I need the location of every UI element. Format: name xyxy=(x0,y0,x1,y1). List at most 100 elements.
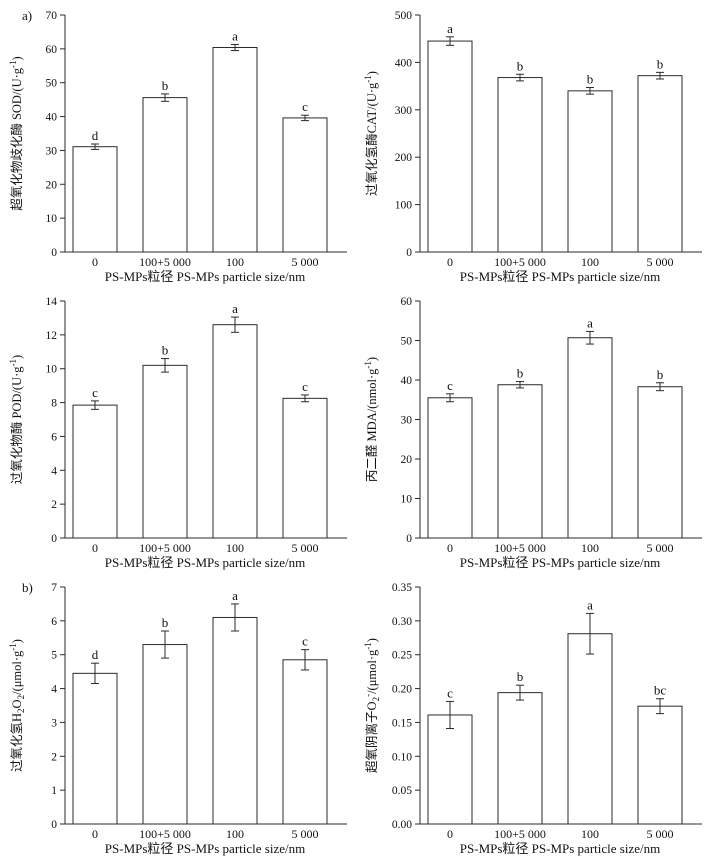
y-tick-label: 8 xyxy=(51,398,57,410)
y-tick-label: 0.25 xyxy=(392,650,412,662)
sig-letter: bc xyxy=(654,683,667,698)
sig-letter: b xyxy=(657,56,664,71)
x-tick-label: 100 xyxy=(226,541,244,555)
x-tick-label: 100 xyxy=(226,255,244,269)
y-tick-label: 400 xyxy=(395,57,413,69)
panel-label: a) xyxy=(22,8,32,23)
bar xyxy=(282,117,328,253)
x-tick-label: 0 xyxy=(447,541,453,555)
sig-letter: c xyxy=(447,685,453,700)
bar xyxy=(497,77,543,253)
sig-letter: b xyxy=(162,78,169,93)
y-tick-label: 10 xyxy=(401,494,413,506)
y-tick-label: 20 xyxy=(401,454,413,466)
bar xyxy=(72,672,118,825)
y-axis-title: 过氧化物酶 POD/(U·g-1) xyxy=(8,355,24,484)
y-axis-title: 超氧阴离子O2-/(μmol·g-1) xyxy=(363,638,381,773)
x-tick-label: 100 xyxy=(581,827,599,841)
y-tick-label: 0.20 xyxy=(392,684,412,696)
bar xyxy=(142,644,188,825)
y-tick-label: 10 xyxy=(46,364,58,376)
y-tick-label: 50 xyxy=(401,336,413,348)
sig-letter: d xyxy=(92,647,99,662)
x-tick-label: 0 xyxy=(92,827,98,841)
chart-svg: b) 0 1 2 3 4 5 6 7 d b a c 0 100+5 000 100 5 000PS-MPs粒径… xyxy=(8,580,347,856)
y-tick-label: 60 xyxy=(401,296,413,308)
x-tick-label: 100+5 000 xyxy=(139,541,191,555)
x-tick-label: 100+5 000 xyxy=(139,255,191,269)
y-tick-label: 3 xyxy=(51,717,57,729)
x-tick-label: 100 xyxy=(581,541,599,555)
y-tick-label: 0.00 xyxy=(392,819,412,831)
sig-letter: a xyxy=(232,301,238,316)
chart-mda: 0 10 20 30 40 50 60 c b a b 0 100+5 000 100 5 000 PS-MP… xyxy=(355,286,710,573)
chart-sod: a) 0 10 20 30 40 50 60 70 d b a c 0 100+5 000 100 5 000 P… xyxy=(0,0,355,287)
y-tick-label: 0.35 xyxy=(392,582,412,594)
bar xyxy=(637,75,683,253)
sig-letter: b xyxy=(162,343,169,358)
sig-letter: a xyxy=(232,28,238,43)
chart-svg: 0.00 0.05 0.10 0.15 0.20 0.25 0.30 0.35 c b a bc 0 10… xyxy=(363,582,702,856)
x-tick-label: 0 xyxy=(447,255,453,269)
y-tick-label: 40 xyxy=(401,375,413,387)
y-tick-label: 5 xyxy=(51,650,57,662)
sig-letter: a xyxy=(447,21,453,36)
x-axis-title: PS-MPs粒径 PS-MPs particle size/nm xyxy=(460,555,660,570)
bar xyxy=(637,705,683,825)
bar xyxy=(282,659,328,825)
sig-letter: c xyxy=(302,379,308,394)
chart-cat: 0 100 200 300 400 500 a b b b 0 100+5 000 100 5 000 PS… xyxy=(355,0,710,287)
sig-letter: a xyxy=(587,315,593,330)
chart-svg: a) 0 10 20 30 40 50 60 70 d b a c 0 100+5 000 100 5 000P… xyxy=(8,8,347,284)
x-tick-label: 100 xyxy=(581,255,599,269)
bar xyxy=(72,404,118,539)
bar xyxy=(427,714,473,825)
x-tick-label: 0 xyxy=(447,827,453,841)
sig-letter: a xyxy=(587,597,593,612)
bar xyxy=(212,324,258,539)
y-tick-label: 1 xyxy=(51,785,57,797)
y-tick-label: 0 xyxy=(406,247,412,259)
bar xyxy=(497,692,543,825)
y-tick-label: 30 xyxy=(46,145,58,157)
y-tick-label: 300 xyxy=(395,105,413,117)
sig-letter: d xyxy=(92,128,99,143)
y-tick-label: 0 xyxy=(51,533,57,545)
y-tick-label: 0.15 xyxy=(392,717,412,729)
sig-letter: b xyxy=(657,367,664,382)
y-tick-label: 4 xyxy=(51,684,57,696)
sig-letter: b xyxy=(517,366,524,381)
y-axis-title: 丙二醛 MDA/(nmol·g-1) xyxy=(363,357,379,482)
x-axis-title: PS-MPs粒径 PS-MPs particle size/nm xyxy=(105,555,305,570)
x-axis-title: PS-MPs粒径 PS-MPs particle size/nm xyxy=(460,841,660,856)
y-tick-label: 40 xyxy=(46,112,58,124)
sig-letter: b xyxy=(587,72,594,87)
x-tick-label: 5 000 xyxy=(292,541,319,555)
bar xyxy=(637,386,683,539)
y-tick-label: 12 xyxy=(46,330,58,342)
x-tick-label: 0 xyxy=(92,541,98,555)
bar xyxy=(212,616,258,825)
sig-letter: c xyxy=(92,385,98,400)
y-tick-label: 0 xyxy=(51,819,57,831)
x-tick-label: 100+5 000 xyxy=(139,827,191,841)
y-axis-title: 过氧化氢酶CAT/(U·g-1) xyxy=(363,71,379,196)
x-axis-title: PS-MPs粒径 PS-MPs particle size/nm xyxy=(105,841,305,856)
x-tick-label: 100+5 000 xyxy=(494,827,546,841)
bar xyxy=(427,397,473,539)
bar xyxy=(142,97,188,253)
x-tick-label: 5 000 xyxy=(292,255,319,269)
chart-svg: 0 10 20 30 40 50 60 c b a b 0 100+5 000 100 5 000PS-MP… xyxy=(363,296,702,570)
x-tick-label: 5 000 xyxy=(647,255,674,269)
x-tick-label: 5 000 xyxy=(647,541,674,555)
chart-o2: 0.00 0.05 0.10 0.15 0.20 0.25 0.30 0.35 c b a bc 0 10… xyxy=(355,572,710,859)
y-tick-label: 500 xyxy=(395,10,413,22)
x-tick-label: 100+5 000 xyxy=(494,255,546,269)
y-tick-label: 0.10 xyxy=(392,751,412,763)
y-tick-label: 6 xyxy=(51,616,57,628)
y-tick-label: 0.05 xyxy=(392,785,412,797)
bar xyxy=(72,146,118,253)
y-tick-label: 30 xyxy=(401,415,413,427)
y-tick-label: 70 xyxy=(46,10,58,22)
